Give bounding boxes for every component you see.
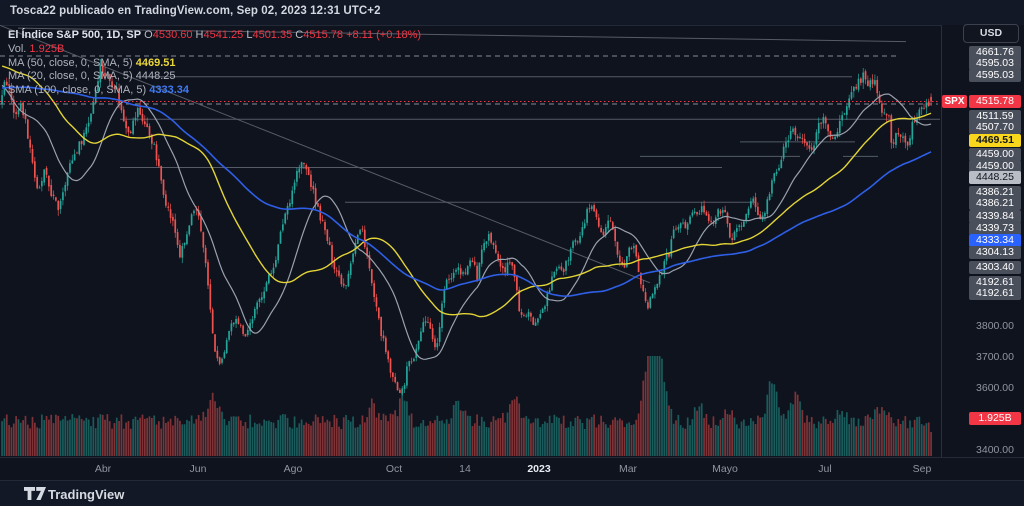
price-badge: 4448.25 <box>969 171 1021 184</box>
sma100-value: 4333.34 <box>149 84 189 97</box>
time-tick-label: Mayo <box>712 463 738 475</box>
price-badge: 4333.34 <box>969 233 1021 247</box>
close-label: C <box>295 29 304 41</box>
ma50-label: MA (50, close, 0, SMA, 5) <box>8 56 133 69</box>
ma50-value: 4469.51 <box>135 56 176 69</box>
price-chart-canvas[interactable] <box>0 25 941 458</box>
open-value: 4530.60 <box>152 29 193 41</box>
price-badge: 1.925B <box>969 412 1021 425</box>
publication-header: Tosca22 publicado en TradingView.com, Se… <box>0 0 1024 26</box>
price-axis[interactable]: 4661.76 4595.03 4595.03 4515.78 4511.59 4507.… <box>941 25 1024 457</box>
legend-volume-row[interactable]: Vol. 1.925B <box>8 43 421 57</box>
time-tick-label: 14 <box>459 463 471 475</box>
candlestick-series <box>1 59 932 396</box>
high-value: 4541.25 <box>203 29 244 41</box>
moving-average-lines <box>1 65 932 360</box>
price-badge: 4459.00 <box>969 159 1021 173</box>
time-tick-label: Sep <box>912 463 932 475</box>
price-badge: 4459.00 <box>969 148 1021 161</box>
price-badge: 4304.13 <box>969 246 1021 259</box>
price-badge: 4661.76 <box>969 45 1021 59</box>
legend-ma20-row[interactable]: MA (20, close, 0, SMA, 5) 4448.25 <box>8 70 421 84</box>
volume-histogram <box>1 356 932 456</box>
time-tick-label: Ago <box>283 463 303 475</box>
time-tick-label: Abr <box>94 463 112 475</box>
ma20-label: MA (20, close, 0, SMA, 5) <box>8 70 133 83</box>
price-badge: 4339.73 <box>969 221 1021 235</box>
price-badge: 4511.59 <box>969 109 1021 123</box>
price-badge: 4303.40 <box>969 261 1021 274</box>
legend-symbol-row[interactable]: El Índice S&P 500, 1D, SP O4530.60 H4541… <box>8 29 421 43</box>
legend-sma100-row[interactable]: SMA (100, close, 0, SMA, 5) 4333.34 <box>8 84 421 98</box>
price-tick-label: 3700.00 <box>976 350 1014 363</box>
time-tick-label: Mar <box>618 463 638 475</box>
tradingview-logo-icon[interactable] <box>24 487 46 500</box>
price-badge: 4192.61 <box>969 275 1021 289</box>
volume-label: Vol. <box>8 42 27 55</box>
price-badge: 4515.78 <box>969 95 1021 108</box>
price-badge: 4507.70 <box>969 121 1021 134</box>
time-tick-label: Jun <box>189 463 207 475</box>
chart-legend: El Índice S&P 500, 1D, SP O4530.60 H4541… <box>8 29 421 98</box>
sma100-label: SMA (100, close, 0, SMA, 5) <box>8 84 147 97</box>
price-tick-label: 3400.00 <box>976 444 1014 456</box>
close-value: 4515.78 <box>303 29 343 41</box>
publication-title: Tosca22 publicado en TradingView.com, Se… <box>10 5 381 17</box>
symbol-title[interactable]: El Índice S&P 500, 1D, SP <box>8 29 142 41</box>
spx-ticker-chip: SPX <box>942 95 967 108</box>
price-badge: 4386.21 <box>969 197 1021 210</box>
price-badge: 4595.03 <box>969 68 1021 82</box>
high-label: H <box>195 29 204 41</box>
price-badge: 4469.51 <box>969 133 1021 147</box>
price-badge: 4386.21 <box>969 185 1021 199</box>
price-badge: 4339.84 <box>969 210 1021 223</box>
footer-bar: TradingView <box>0 480 1024 506</box>
change-value: +8.11 (+0.18%) <box>346 29 422 41</box>
open-label: O <box>144 29 153 41</box>
drawn-trendlines[interactable] <box>0 25 940 284</box>
low-value: 4501.35 <box>252 29 293 41</box>
time-axis[interactable]: Abr Jun Ago Oct 14 2023 Mar Mayo Jul Sep <box>0 457 1024 481</box>
currency-toggle-button[interactable]: USD <box>963 24 1019 43</box>
time-tick-label: Oct <box>385 463 403 475</box>
tradingview-brand-text[interactable]: TradingView <box>48 487 125 502</box>
ma20-value: 4448.25 <box>135 70 176 83</box>
price-tick-label: 3600.00 <box>976 381 1014 394</box>
low-label: L <box>246 29 253 41</box>
price-tick-label: 3800.00 <box>976 320 1014 332</box>
time-tick-label: 2023 <box>527 463 551 475</box>
price-badge: 4192.61 <box>969 287 1021 300</box>
volume-value: 1.925B <box>29 42 65 55</box>
time-tick-label: Jul <box>818 463 832 475</box>
legend-ma50-row[interactable]: MA (50, close, 0, SMA, 5) 4469.51 <box>8 57 421 71</box>
price-badge: 4595.03 <box>969 57 1021 70</box>
